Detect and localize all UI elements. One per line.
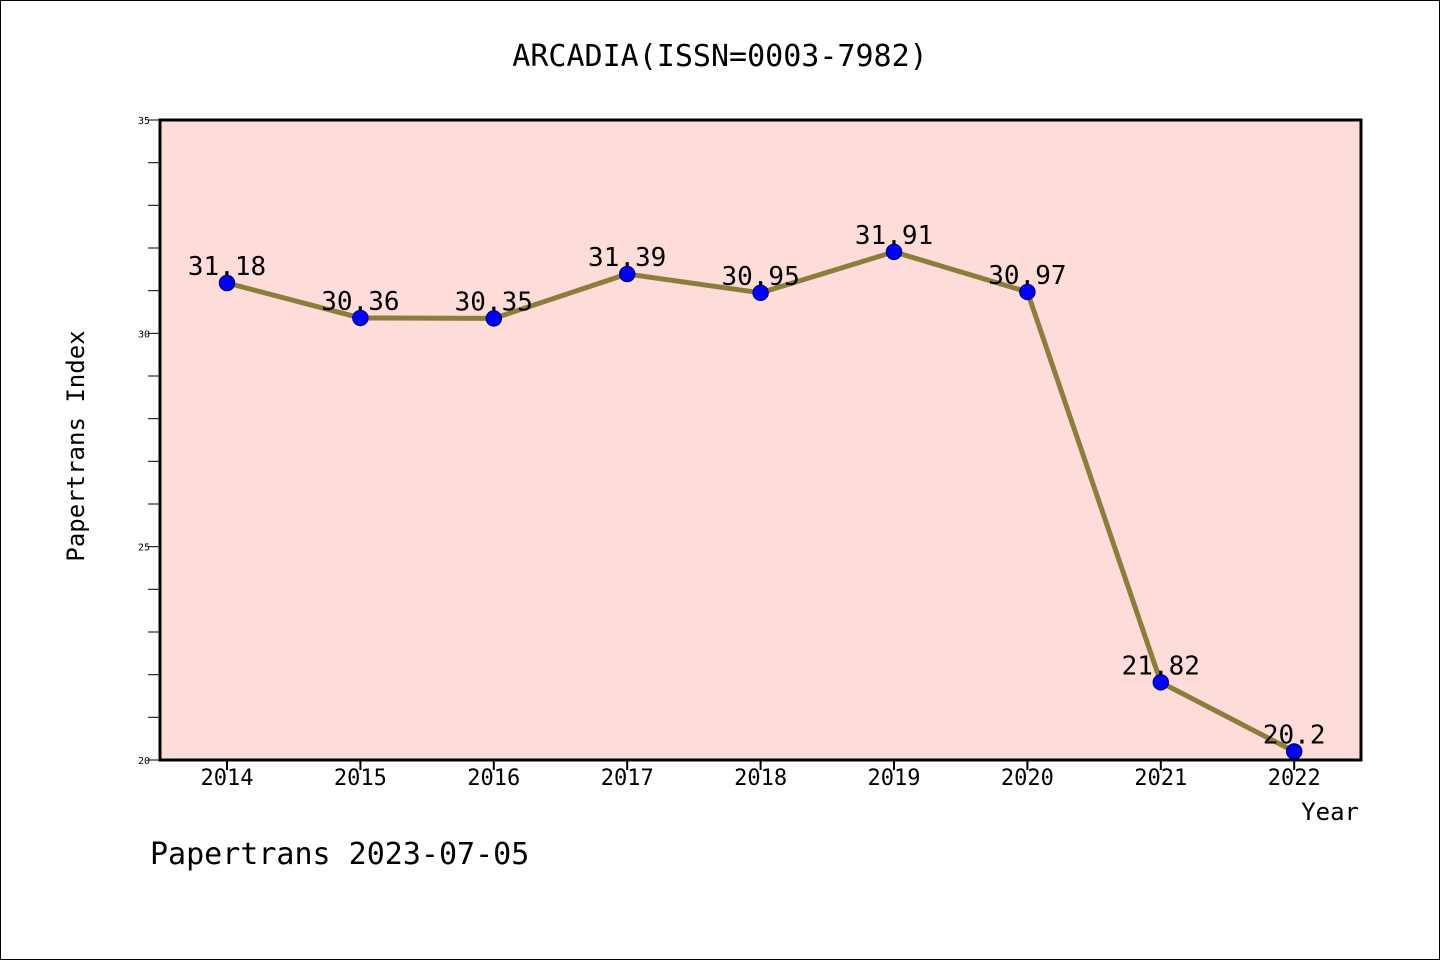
y-axis-ticks: 20 25 30 35 [138,116,150,767]
plot-border [158,118,1363,762]
x-axis-ticks: 2014 2015 2016 2017 2018 2019 2020 2021 2022 [201,760,1321,791]
x-tick-label: 2019 [868,766,921,791]
data-label: 31.39 [588,243,666,273]
x-tick-label: 2014 [201,766,254,791]
data-label: 30.36 [321,287,399,317]
y-minor-ticks [148,119,160,761]
data-label: 30.35 [455,287,533,317]
data-point [752,284,769,302]
data-label: 31.91 [855,221,933,251]
data-labels: 31.18 30.36 30.35 31.39 30.95 31.91 30.97 21.82… [188,221,1326,751]
x-tick-label: 2015 [334,766,387,791]
y-tick-label: 20 [138,756,150,767]
x-axis-label: Year [1301,798,1359,826]
y-tick-label: 25 [138,543,150,554]
y-axis-label: Papertrans Index [62,330,90,561]
x-tick-label: 2018 [734,766,787,791]
x-tick-label: 2017 [601,766,654,791]
x-tick-label: 2022 [1268,766,1321,791]
x-tick-label: 2016 [467,766,520,791]
data-label: 21.82 [1122,651,1200,681]
data-label: 30.97 [988,261,1066,291]
data-label: 20.2 [1263,720,1326,750]
data-point [618,265,636,283]
chart-title: ARCADIA(ISSN=0003-7982) [512,39,927,74]
data-point [218,274,236,292]
y-tick-label: 35 [138,116,150,127]
data-label: 31.18 [188,252,266,282]
data-point [1019,283,1036,301]
data-point [1152,674,1170,691]
plot-area [160,120,1361,760]
data-point [352,309,369,327]
footer-text: Papertrans 2023-07-05 [150,837,529,872]
data-point [485,310,503,327]
data-point [885,243,903,261]
x-tick-label: 2021 [1134,766,1187,791]
y-tick-label: 30 [138,329,150,340]
x-tick-label: 2020 [1001,766,1054,791]
data-label: 30.95 [721,262,799,292]
